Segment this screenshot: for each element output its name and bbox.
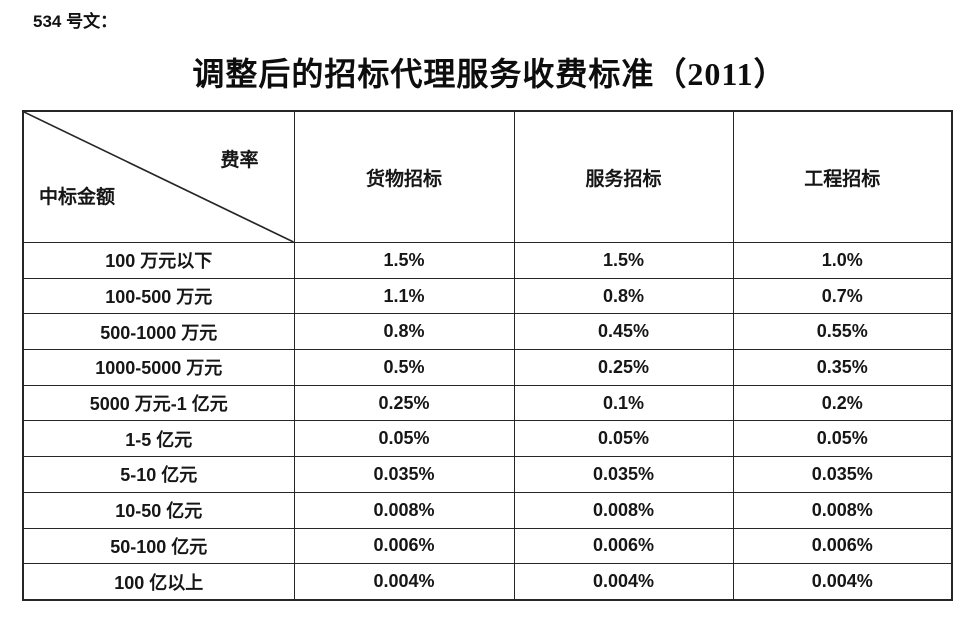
rate-cell: 0.5% bbox=[293, 349, 515, 386]
row-label: 1000-5000 万元 bbox=[22, 349, 295, 386]
rate-cell: 0.006% bbox=[732, 527, 953, 565]
column-header-services: 服务招标 bbox=[513, 110, 734, 243]
rate-cell: 0.05% bbox=[513, 420, 734, 458]
rate-cell: 0.1% bbox=[513, 384, 734, 422]
corner-label-amount: 中标金额 bbox=[39, 187, 116, 208]
rate-cell: 0.2% bbox=[732, 384, 953, 422]
table-body: 100 万元以下 1.5% 1.5% 1.0% 100-500 万元 1.1% 0.8% 0.… bbox=[22, 242, 953, 601]
rate-cell: 0.008% bbox=[293, 491, 515, 529]
rate-cell: 0.006% bbox=[513, 527, 734, 565]
rate-cell: 0.035% bbox=[513, 456, 734, 493]
rate-cell: 0.25% bbox=[293, 384, 515, 422]
table-row: 1-5 亿元 0.05% 0.05% 0.05% bbox=[22, 420, 953, 458]
column-header-goods: 货物招标 bbox=[293, 110, 515, 243]
rate-cell: 1.5% bbox=[293, 242, 515, 279]
rate-cell: 0.05% bbox=[293, 420, 515, 458]
rate-cell: 0.05% bbox=[732, 420, 953, 458]
table-row: 5000 万元-1 亿元 0.25% 0.1% 0.2% bbox=[22, 384, 953, 422]
table-row: 1000-5000 万元 0.5% 0.25% 0.35% bbox=[22, 349, 953, 386]
row-label: 10-50 亿元 bbox=[22, 491, 295, 529]
row-label: 50-100 亿元 bbox=[22, 527, 295, 565]
rate-cell: 0.8% bbox=[293, 313, 515, 351]
page-title: 调整后的招标代理服务收费标准（2011） bbox=[192, 56, 787, 92]
rate-cell: 0.25% bbox=[513, 349, 734, 386]
rate-cell: 1.1% bbox=[293, 277, 515, 315]
row-label: 5000 万元-1 亿元 bbox=[22, 384, 295, 422]
rate-cell: 1.0% bbox=[732, 242, 953, 279]
table-row: 100 亿以上 0.004% 0.004% 0.004% bbox=[22, 563, 953, 601]
rate-cell: 0.035% bbox=[732, 456, 953, 493]
table-row: 500-1000 万元 0.8% 0.45% 0.55% bbox=[22, 313, 953, 351]
table-row: 100 万元以下 1.5% 1.5% 1.0% bbox=[22, 242, 953, 279]
column-header-engineering: 工程招标 bbox=[732, 110, 953, 243]
rate-cell: 0.035% bbox=[293, 456, 515, 493]
row-label: 1-5 亿元 bbox=[22, 420, 295, 458]
corner-label-rate: 费率 bbox=[220, 150, 259, 171]
corner-header-cell: 费率 中标金额 bbox=[22, 110, 295, 243]
rate-cell: 1.5% bbox=[513, 242, 734, 279]
table-row: 100-500 万元 1.1% 0.8% 0.7% bbox=[22, 277, 953, 315]
fee-table: 费率 中标金额 货物招标 服务招标 工程招标 100 万元以下 1.5% 1.5% 1… bbox=[22, 110, 953, 601]
rate-cell: 0.008% bbox=[513, 491, 734, 529]
row-label: 500-1000 万元 bbox=[22, 313, 295, 351]
rate-cell: 0.7% bbox=[732, 277, 953, 315]
rate-cell: 0.8% bbox=[513, 277, 734, 315]
table-header-row: 费率 中标金额 货物招标 服务招标 工程招标 bbox=[22, 110, 953, 243]
rate-cell: 0.004% bbox=[732, 563, 953, 601]
rate-cell: 0.55% bbox=[732, 313, 953, 351]
table-row: 10-50 亿元 0.008% 0.008% 0.008% bbox=[22, 491, 953, 529]
row-label: 100 亿以上 bbox=[22, 563, 295, 601]
row-label: 100 万元以下 bbox=[22, 242, 295, 279]
rate-cell: 0.004% bbox=[513, 563, 734, 601]
rate-cell: 0.45% bbox=[513, 313, 734, 351]
row-label: 5-10 亿元 bbox=[22, 456, 295, 493]
diagonal-divider-line bbox=[24, 112, 294, 242]
rate-cell: 0.008% bbox=[732, 491, 953, 529]
rate-cell: 0.35% bbox=[732, 349, 953, 386]
table-row: 50-100 亿元 0.006% 0.006% 0.006% bbox=[22, 527, 953, 565]
doc-number: 534 号文： bbox=[33, 12, 118, 31]
rate-cell: 0.006% bbox=[293, 527, 515, 565]
rate-cell: 0.004% bbox=[293, 563, 515, 601]
table-row: 5-10 亿元 0.035% 0.035% 0.035% bbox=[22, 456, 953, 493]
row-label: 100-500 万元 bbox=[22, 277, 295, 315]
